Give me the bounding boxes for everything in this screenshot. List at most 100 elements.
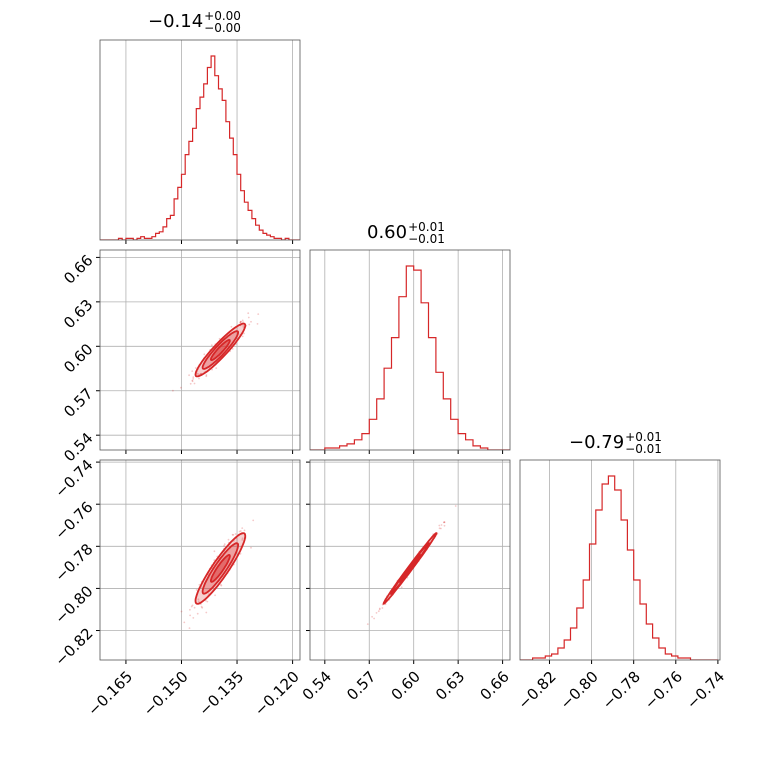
panel-frame (99, 39, 301, 241)
x-tick-label: 0.60 (388, 668, 424, 704)
contour-outer (194, 322, 247, 378)
sample-point (247, 316, 250, 319)
sample-point (252, 519, 255, 522)
sample-point (205, 611, 208, 614)
sample-point (180, 610, 183, 613)
sample-point (191, 379, 194, 382)
sample-point (366, 623, 369, 625)
histogram-group (100, 55, 300, 240)
sample-point (223, 543, 226, 546)
sample-point (205, 374, 208, 376)
sample-point (373, 617, 375, 620)
sample-point (191, 370, 194, 372)
density-group (180, 519, 255, 629)
sample-point (189, 382, 192, 385)
contour-outer (194, 532, 247, 605)
contour-inner (210, 553, 231, 583)
sample-point (240, 320, 242, 323)
sample-point (248, 323, 251, 326)
param-0-plus: +0.00 (204, 9, 241, 23)
sample-point (377, 610, 380, 613)
x-tick-label: −0.74 (683, 668, 728, 713)
x-tick-label: 0.54 (299, 668, 335, 704)
sample-point (197, 598, 200, 601)
sample-point (193, 606, 196, 609)
sample-point (172, 389, 174, 392)
y-tick-label: 0.63 (60, 296, 96, 332)
param-0-title: −0.14 +0.00 −0.00 (148, 10, 241, 34)
param-2-value: −0.79 (569, 432, 625, 453)
density-group (172, 312, 260, 392)
sample-point (241, 539, 244, 541)
sample-point (241, 537, 244, 540)
histogram-group (310, 265, 510, 450)
x-tick-label: −0.82 (515, 668, 560, 713)
sample-point (234, 533, 237, 535)
y-tick-label: −0.78 (51, 540, 96, 585)
param-2-minus: −0.01 (625, 442, 662, 456)
panel-frame (309, 459, 511, 661)
sample-point (378, 607, 381, 610)
sample-point (371, 615, 373, 618)
sample-point (192, 378, 195, 380)
sample-point (191, 604, 194, 607)
sample-point (220, 584, 223, 587)
y-tick-label: 0.66 (60, 251, 96, 287)
y-tick-label: 0.57 (60, 385, 96, 421)
sample-point (230, 325, 233, 328)
sample-point (375, 612, 378, 614)
sample-point (231, 348, 234, 350)
x-tick-label: −0.80 (557, 668, 602, 713)
sample-point (400, 586, 403, 589)
sample-point (201, 606, 204, 609)
sample-point (210, 344, 213, 347)
histogram-step (100, 55, 300, 240)
param-2-plus: +0.01 (625, 430, 662, 444)
panel-r2-c0 (96, 459, 301, 664)
sample-point (241, 335, 244, 338)
sample-point (443, 521, 446, 524)
sample-point (243, 529, 246, 532)
param-0-minus: −0.00 (204, 21, 241, 35)
sample-point (193, 382, 196, 385)
sample-point (213, 559, 216, 562)
panel-r1-c1 (309, 249, 511, 454)
sample-point (438, 524, 441, 527)
sample-point (205, 375, 208, 378)
sample-point (250, 320, 252, 323)
x-tick-label: −0.165 (84, 668, 136, 720)
contour-inner (210, 338, 231, 362)
sample-point (240, 320, 242, 323)
sample-point (232, 534, 235, 536)
sample-point (190, 605, 193, 608)
sample-point (206, 600, 209, 603)
sample-point (443, 521, 445, 524)
panel-r0-c0 (99, 39, 301, 244)
y-tick-label: −0.80 (51, 582, 96, 627)
param-1-value: 0.60 (367, 222, 408, 243)
sample-point (381, 607, 384, 609)
panel-frame (99, 459, 301, 661)
sample-point (241, 527, 244, 529)
sample-point (242, 321, 245, 324)
sample-point (219, 583, 222, 586)
sample-point (438, 527, 441, 530)
sample-point (250, 546, 252, 549)
y-tick-label: 0.60 (60, 340, 96, 376)
panel-r2-c1 (306, 459, 511, 664)
sample-point (215, 367, 218, 369)
y-tick-label: −0.76 (51, 498, 96, 543)
y-tick-label: 0.54 (60, 429, 96, 465)
sample-point (443, 521, 446, 524)
sample-point (440, 527, 442, 530)
sample-point (454, 505, 457, 507)
sample-point (231, 533, 234, 536)
panel-frame (99, 249, 301, 451)
sample-point (242, 325, 245, 327)
x-tick-label: 0.57 (343, 668, 379, 704)
sample-point (247, 312, 250, 315)
sample-point (197, 600, 200, 603)
sample-point (200, 605, 203, 608)
sample-point (378, 608, 381, 611)
